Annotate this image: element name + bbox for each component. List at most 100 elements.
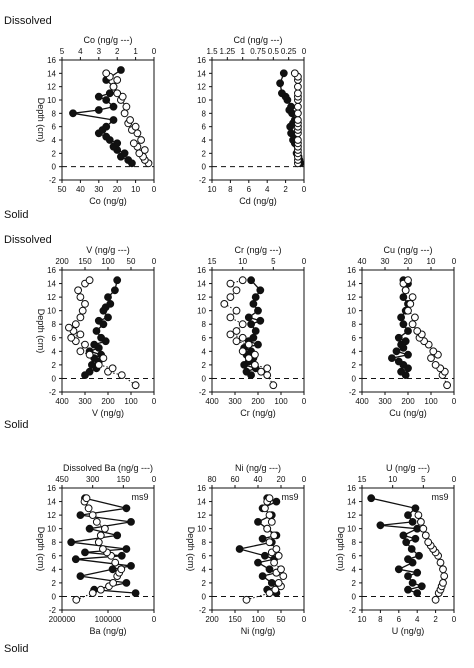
data-point-dissolved (431, 361, 440, 369)
data-point-solid (404, 572, 412, 580)
top-tick-label: 0 (302, 257, 307, 266)
top-tick-label: 20 (277, 475, 286, 484)
y-tick-label: 2 (352, 579, 357, 588)
data-point-dissolved (429, 347, 438, 356)
data-point-solid (404, 511, 412, 519)
data-point-dissolved (85, 276, 94, 285)
top-axis-label: Dissolved Ba (ng/g ---) (63, 463, 153, 473)
bottom-tick-label: 0 (152, 185, 157, 194)
data-point-solid (94, 92, 103, 101)
data-point-solid (404, 585, 412, 594)
y-tick-label: 10 (347, 525, 356, 534)
data-point-dissolved (76, 347, 85, 356)
data-point-dissolved (238, 276, 247, 285)
data-point-dissolved (82, 494, 91, 503)
data-point-solid (127, 518, 135, 526)
data-point-solid (411, 504, 420, 513)
data-point-solid (117, 551, 126, 560)
data-point-solid (407, 545, 416, 553)
bottom-tick-label: 100 (424, 397, 438, 406)
data-point-dissolved (226, 279, 235, 288)
y-tick-label: 14 (47, 280, 56, 289)
data-point-solid (122, 545, 131, 553)
data-point-solid (127, 562, 135, 570)
y-tick-label: 2 (52, 579, 57, 588)
data-point-solid (92, 327, 101, 335)
top-tick-label: 0 (152, 257, 157, 266)
data-point-solid (279, 69, 288, 78)
y-tick-label: -2 (199, 176, 207, 185)
y-tick-label: 0 (352, 592, 357, 601)
data-point-dissolved (265, 538, 274, 547)
data-point-dissolved (270, 531, 279, 540)
y-tick-label: 0 (52, 163, 57, 172)
data-point-solid (76, 511, 85, 519)
data-point-solid (367, 494, 376, 503)
data-point-dissolved (129, 139, 138, 148)
y-tick-label: 6 (352, 334, 357, 343)
data-point-dissolved (414, 511, 423, 519)
data-point-dissolved (274, 579, 283, 587)
bottom-tick-label: 4 (415, 615, 420, 624)
bottom-tick-label: 6 (247, 185, 252, 194)
data-point-dissolved (421, 531, 430, 540)
y-tick-label: 12 (47, 293, 56, 302)
data-point-dissolved (111, 558, 120, 567)
data-point-solid (104, 313, 112, 322)
bottom-tick-label: 30 (94, 185, 103, 194)
y-tick-label: 14 (347, 498, 356, 507)
data-point-dissolved (71, 320, 80, 329)
bottom-tick-label: 0 (302, 185, 307, 194)
top-tick-label: 5 (421, 475, 426, 484)
top-tick-label: 20 (404, 257, 413, 266)
bottom-tick-label: 300 (228, 397, 242, 406)
top-tick-label: 1.5 (206, 47, 218, 56)
y-tick-label: 2 (202, 361, 207, 370)
y-tick-label: 16 (347, 266, 356, 275)
data-point-solid (411, 534, 420, 543)
y-tick-label: 12 (347, 293, 356, 302)
data-point-dissolved (294, 116, 302, 124)
top-axis-label: Ni (ng/g ---) (235, 463, 281, 473)
data-point-solid (417, 582, 426, 591)
top-axis-label: Cd (ng/g ---) (233, 35, 282, 45)
data-point-solid (235, 545, 244, 553)
top-axis-label: Cu (ng/g ---) (383, 245, 432, 255)
y-tick-label: 4 (52, 347, 57, 356)
data-point-solid (388, 354, 396, 363)
annotation-label: ms9 (431, 492, 448, 502)
data-point-dissolved (131, 122, 140, 131)
y-tick-label: 14 (47, 498, 56, 507)
bottom-tick-label: 10 (208, 185, 217, 194)
data-point-dissolved (251, 361, 259, 369)
data-point-solid (111, 286, 119, 295)
bottom-tick-label: 200000 (49, 615, 76, 624)
data-point-dissolved (238, 347, 247, 356)
top-tick-label: 15 (208, 257, 217, 266)
data-point-dissolved (226, 313, 235, 322)
data-point-dissolved (76, 330, 85, 339)
data-point-dissolved (76, 313, 85, 322)
y-tick-label: 4 (202, 347, 207, 356)
y-tick-label: 16 (47, 266, 56, 275)
data-point-solid (258, 572, 267, 580)
data-point-dissolved (88, 589, 97, 597)
bottom-tick-label: 8 (228, 185, 233, 194)
data-point-dissolved (294, 136, 302, 144)
bottom-axis-label: Ba (ng/g) (89, 626, 126, 636)
y-tick-label: 4 (352, 347, 357, 356)
data-point-solid (408, 518, 417, 526)
data-point-solid (276, 79, 285, 88)
data-point-dissolved (257, 367, 266, 376)
top-axis-label: Cr (ng/g ---) (235, 245, 282, 255)
data-point-solid (404, 327, 412, 335)
y-tick-label: 16 (347, 484, 356, 493)
data-point-solid (81, 548, 89, 557)
plot-frame (211, 487, 305, 611)
data-point-solid (249, 300, 258, 308)
y-axis-label: Depth (cm) (36, 309, 46, 354)
bottom-tick-label: 400 (355, 397, 369, 406)
top-tick-label: 40 (254, 475, 263, 484)
data-point-dissolved (117, 371, 126, 380)
